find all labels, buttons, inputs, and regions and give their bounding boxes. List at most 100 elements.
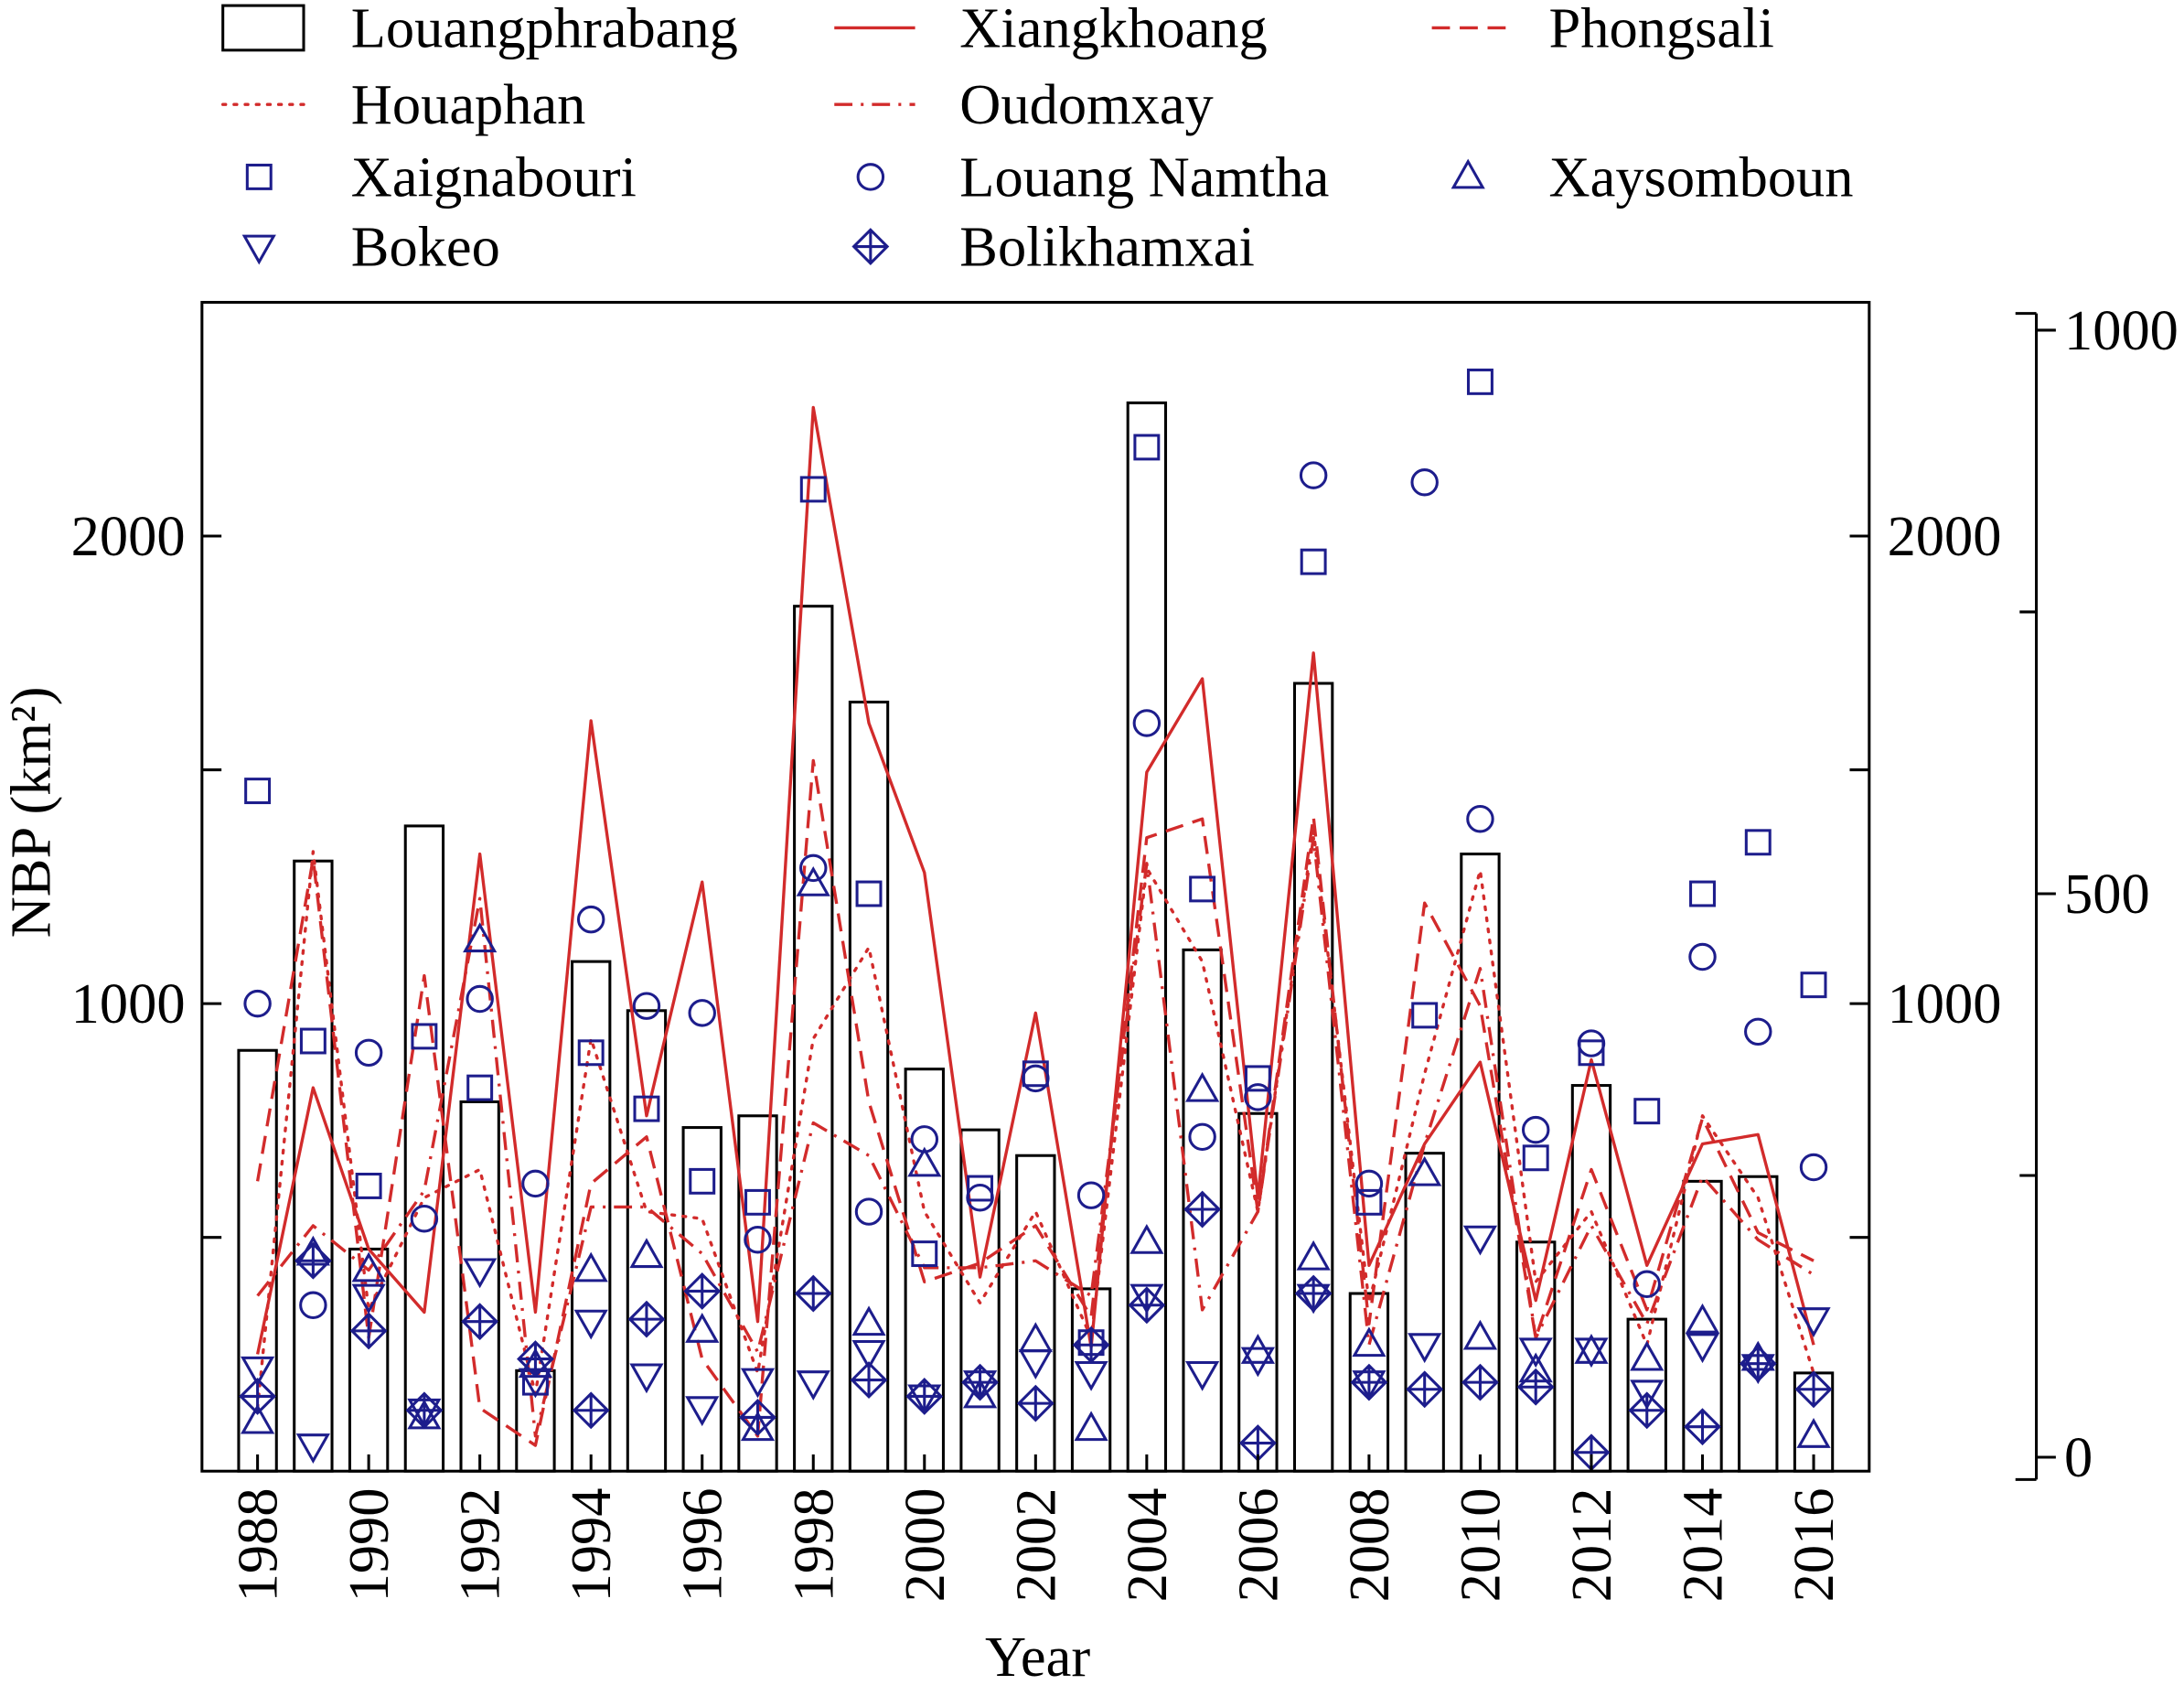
point-xaysomboun-2007 <box>1296 1240 1331 1271</box>
point-louang-namtha-1998 <box>799 853 828 883</box>
point-bolikhamxai-2008 <box>1350 1363 1388 1401</box>
x-tick-label: 2008 <box>1337 1488 1401 1603</box>
point-xaignabouri-2006 <box>1244 1065 1271 1092</box>
point-bokeo-2012 <box>1574 1337 1609 1368</box>
x-tick-label: 1996 <box>670 1488 734 1603</box>
legend-label-louangphrabang: Louangphrabang <box>351 0 738 59</box>
point-xaysomboun-1988 <box>240 1403 275 1434</box>
point-bokeo-1994 <box>573 1309 608 1340</box>
outer-y-tick-label: 0 <box>2064 1425 2093 1489</box>
point-louang-namtha-2013 <box>1633 1270 1661 1299</box>
point-xaignabouri-2001 <box>967 1175 994 1202</box>
point-bolikhamxai-2014 <box>1684 1408 1721 1446</box>
x-tick-label: 1990 <box>337 1488 401 1603</box>
legend-bar-swatch <box>221 4 305 52</box>
y-tick-label: 2000 <box>71 504 186 568</box>
legend-label-xaignabouri: Xaignabouri <box>351 145 637 209</box>
point-xaysomboun-1990 <box>351 1251 386 1283</box>
legend-label-houaphan: Houaphan <box>351 72 586 136</box>
point-bokeo-1989 <box>295 1433 330 1464</box>
point-xaysomboun-2013 <box>1630 1340 1665 1371</box>
line-phongsali <box>255 758 1815 1447</box>
point-xaysomboun-1995 <box>629 1238 664 1269</box>
point-louang-namtha-2009 <box>1410 468 1439 497</box>
point-xaysomboun-2001 <box>962 1378 998 1409</box>
point-louang-namtha-1996 <box>688 999 716 1027</box>
point-bokeo-1998 <box>796 1370 830 1401</box>
point-louang-namtha-2001 <box>966 1184 994 1212</box>
point-bokeo-1992 <box>463 1258 498 1289</box>
point-bolikhamxai-1995 <box>627 1300 666 1338</box>
point-bokeo-2010 <box>1462 1225 1498 1256</box>
point-bokeo-2004 <box>1129 1283 1164 1315</box>
x-tick-label: 2004 <box>1115 1488 1179 1603</box>
point-xaignabouri-1996 <box>689 1167 716 1195</box>
point-xaysomboun-1998 <box>796 865 830 896</box>
point-xaignabouri-1990 <box>355 1172 382 1199</box>
x-tick-label: 2010 <box>1448 1488 1512 1603</box>
legend-item-xiangkhoang: Xiangkhoang <box>834 0 1268 59</box>
legend-item-bolikhamxai: Bolikhamxai <box>851 215 1255 279</box>
point-xaysomboun-2008 <box>1352 1326 1386 1358</box>
point-bolikhamxai-1993 <box>517 1340 554 1378</box>
x-tick-label: 2014 <box>1671 1488 1735 1603</box>
axes: 1000 2000 1000 2000 1988 1990 1992 1994 1996 1998… <box>71 298 2179 1602</box>
point-bolikhamxai-2009 <box>1406 1370 1444 1409</box>
point-bolikhamxai-2011 <box>1516 1368 1555 1406</box>
point-louang-namtha-2010 <box>1466 805 1494 833</box>
point-xaysomboun-2004 <box>1129 1223 1164 1254</box>
x-tick-label: 2016 <box>1782 1488 1846 1603</box>
point-bolikhamxai-2002 <box>1016 1384 1055 1422</box>
line-oudomxay <box>256 836 1815 1438</box>
point-bolikhamxai-2004 <box>1128 1286 1166 1325</box>
point-bolikhamxai-1997 <box>739 1399 776 1436</box>
point-bokeo-1996 <box>685 1396 720 1427</box>
legend-item-phongsali: Phongsali <box>1431 0 1774 59</box>
point-xaignabouri-2011 <box>1522 1144 1549 1172</box>
legend-item-oudomxay: Oudomxay <box>834 72 1214 136</box>
point-xaysomboun-1999 <box>851 1305 886 1336</box>
legend-marker-swatch <box>245 163 273 190</box>
point-louang-namtha-2014 <box>1688 942 1717 971</box>
point-bokeo-2006 <box>1240 1347 1275 1378</box>
x-tick-label: 1988 <box>226 1488 290 1603</box>
legend-label-xiangkhoang: Xiangkhoang <box>959 0 1267 59</box>
point-bolikhamxai-1996 <box>683 1272 722 1310</box>
point-louang-namtha-2004 <box>1132 709 1162 737</box>
y-right-tick-label: 2000 <box>1888 504 2002 568</box>
legend-label-oudomxay: Oudomxay <box>959 72 1213 136</box>
point-xaignabouri-2012 <box>1578 1039 1605 1067</box>
point-bolikhamxai-2003 <box>1072 1325 1110 1364</box>
legend-label-bolikhamxai: Bolikhamxai <box>959 215 1255 279</box>
point-xaysomboun-2003 <box>1074 1411 1108 1442</box>
x-axis-title: Year <box>985 1625 1090 1685</box>
point-xaignabouri-1999 <box>855 880 883 907</box>
point-louang-namtha-1997 <box>744 1226 772 1254</box>
legend-item-bokeo: Bokeo <box>241 215 500 279</box>
y-axis-title: NBP (km²) <box>0 686 63 938</box>
point-louang-namtha-2005 <box>1188 1122 1216 1152</box>
line-xiangkhoang <box>255 405 1815 1355</box>
legend-marker-swatch <box>851 228 890 265</box>
point-bolikhamxai-2007 <box>1294 1274 1333 1313</box>
marker-series <box>239 368 1833 1472</box>
point-bokeo-1990 <box>351 1283 386 1315</box>
point-xaysomboun-1994 <box>573 1251 608 1283</box>
point-bokeo-2014 <box>1685 1333 1720 1364</box>
point-xaignabouri-2016 <box>1800 971 1827 999</box>
legend-marker-swatch <box>856 163 885 191</box>
point-xaignabouri-1988 <box>244 778 272 805</box>
point-louang-namtha-2016 <box>1799 1153 1828 1182</box>
point-bokeo-2005 <box>1185 1360 1220 1391</box>
point-bolikhamxai-2013 <box>1628 1391 1666 1430</box>
y-tick-label: 1000 <box>71 971 186 1036</box>
point-bolikhamxai-2001 <box>961 1363 999 1401</box>
legend-marker-swatch <box>1451 158 1485 189</box>
point-louang-namtha-1999 <box>854 1197 883 1226</box>
point-bolikhamxai-1999 <box>850 1361 888 1399</box>
legend-label-bokeo: Bokeo <box>351 215 500 279</box>
point-bokeo-2011 <box>1518 1337 1553 1368</box>
point-louang-namtha-2007 <box>1299 461 1328 489</box>
point-bolikhamxai-1991 <box>405 1391 444 1430</box>
